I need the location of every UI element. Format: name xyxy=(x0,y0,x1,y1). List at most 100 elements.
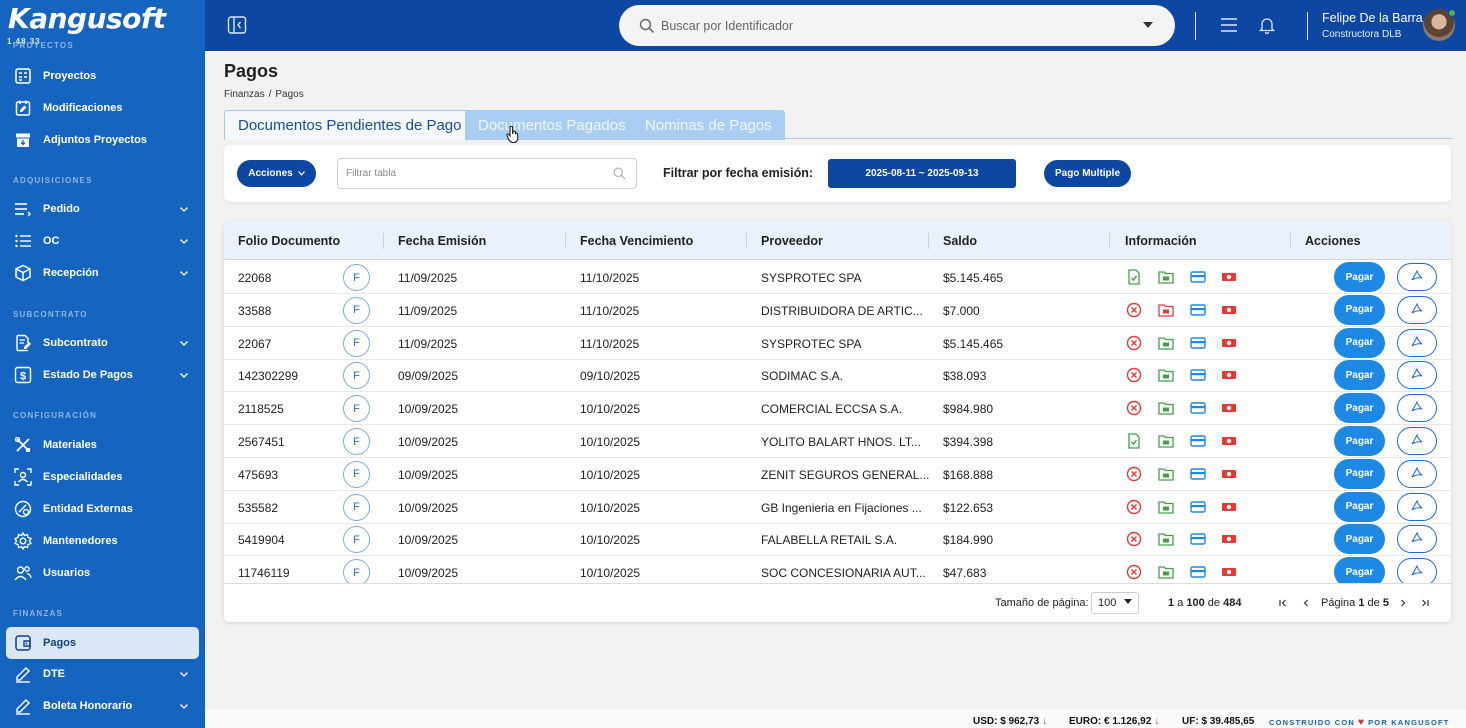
credit-card-icon[interactable] xyxy=(1190,335,1206,351)
invoice-type-badge[interactable]: F xyxy=(343,460,370,488)
column-header-proveedor[interactable]: Proveedor xyxy=(761,234,823,248)
x-circle-icon[interactable] xyxy=(1126,564,1142,580)
first-page-icon[interactable] xyxy=(1276,596,1290,610)
table-row[interactable]: 2118525 F 10/09/2025 10/10/2025 COMERCIAL EC… xyxy=(224,392,1451,426)
pdf-button[interactable] xyxy=(1397,263,1437,291)
cash-icon[interactable] xyxy=(1221,531,1237,547)
credit-card-icon[interactable] xyxy=(1190,269,1206,285)
tab-nominas[interactable]: Nominas de Pagos xyxy=(632,110,785,140)
table-row[interactable]: 2567451 F 10/09/2025 10/10/2025 YOLITO BALAR… xyxy=(224,425,1451,458)
user-name[interactable]: Felipe De la Barra xyxy=(1322,11,1423,25)
previous-page-icon[interactable] xyxy=(1299,596,1313,610)
column-divider[interactable] xyxy=(565,233,566,249)
credit-card-icon[interactable] xyxy=(1190,531,1206,547)
folder-icon[interactable] xyxy=(1158,269,1174,285)
credit-card-icon[interactable] xyxy=(1190,564,1206,580)
sidebar-item-subcontrato[interactable]: Subcontrato xyxy=(6,327,199,359)
table-row[interactable]: 33588 F 11/09/2025 11/10/2025 DISTRIBUIDORA … xyxy=(224,294,1451,327)
pay-button[interactable]: Pagar xyxy=(1334,491,1385,522)
invoice-type-badge[interactable]: F xyxy=(343,526,370,554)
credit-card-icon[interactable] xyxy=(1190,433,1206,449)
x-circle-icon[interactable] xyxy=(1126,335,1142,351)
pdf-button[interactable] xyxy=(1397,492,1437,521)
column-divider[interactable] xyxy=(383,233,384,249)
cash-icon[interactable] xyxy=(1221,335,1237,351)
credit-card-icon[interactable] xyxy=(1190,466,1206,482)
cash-icon[interactable] xyxy=(1221,499,1237,515)
sidebar-item-adjuntos-proyectos[interactable]: Adjuntos Proyectos xyxy=(6,124,199,156)
sidebar-item-boleta-honorario[interactable]: Boleta Honorario xyxy=(6,690,199,722)
pay-button[interactable]: Pagar xyxy=(1334,524,1385,555)
pdf-button[interactable] xyxy=(1397,394,1437,423)
pay-button[interactable]: Pagar xyxy=(1334,262,1385,292)
sidebar-item-modificaciones[interactable]: Modificaciones xyxy=(6,92,199,124)
sidebar-item-usuarios[interactable]: Usuarios xyxy=(6,557,199,589)
credit-card-icon[interactable] xyxy=(1190,400,1206,416)
date-range-picker[interactable]: 2025-08-11 ~ 2025-09-13 xyxy=(828,159,1016,188)
chevron-down-icon[interactable] xyxy=(177,238,191,244)
credit-card-icon[interactable] xyxy=(1190,499,1206,515)
invoice-type-badge[interactable]: F xyxy=(343,362,370,390)
pay-button[interactable]: Pagar xyxy=(1334,327,1385,358)
pdf-button[interactable] xyxy=(1397,295,1437,324)
invoice-type-badge[interactable]: F xyxy=(343,296,370,324)
chevron-down-icon[interactable] xyxy=(177,671,191,677)
chevron-down-icon[interactable] xyxy=(177,703,191,709)
pay-button[interactable]: Pagar xyxy=(1334,557,1385,583)
pay-button[interactable]: Pagar xyxy=(1334,393,1385,424)
tab-pagados[interactable]: Documentos Pagados xyxy=(465,110,639,140)
sidebar-item-materiales[interactable]: Materiales xyxy=(6,429,199,461)
sidebar-item-dte[interactable]: DTE xyxy=(6,658,199,690)
cash-icon[interactable] xyxy=(1221,433,1237,449)
invoice-type-badge[interactable]: F xyxy=(343,493,370,521)
pdf-button[interactable] xyxy=(1397,525,1437,554)
column-header-acciones[interactable]: Acciones xyxy=(1305,234,1361,248)
credit-card-icon[interactable] xyxy=(1190,302,1206,318)
tab-pendientes[interactable]: Documentos Pendientes de Pago xyxy=(224,110,476,140)
x-circle-icon[interactable] xyxy=(1126,499,1142,515)
x-circle-icon[interactable] xyxy=(1126,367,1142,383)
table-row[interactable]: 5419904 F 10/09/2025 10/10/2025 FALABELLA RE… xyxy=(224,523,1451,557)
cash-icon[interactable] xyxy=(1221,367,1237,383)
next-page-icon[interactable] xyxy=(1396,596,1410,610)
chevron-down-icon[interactable] xyxy=(177,270,191,276)
cash-icon[interactable] xyxy=(1221,269,1237,285)
invoice-type-badge[interactable]: F xyxy=(343,395,370,423)
sidebar-toggle-icon[interactable] xyxy=(227,15,247,35)
sidebar-item-pedido[interactable]: Pedido xyxy=(6,193,199,225)
table-row[interactable]: 11746119 F 10/09/2025 10/10/2025 SOC CONCESI… xyxy=(224,556,1451,583)
x-circle-icon[interactable] xyxy=(1126,400,1142,416)
multi-pay-button[interactable]: Pago Multiple xyxy=(1044,160,1131,187)
pdf-button[interactable] xyxy=(1397,361,1437,390)
folder-icon[interactable] xyxy=(1158,499,1174,515)
sidebar-item-recepci-n[interactable]: Recepción xyxy=(6,257,199,289)
cash-icon[interactable] xyxy=(1221,302,1237,318)
column-divider[interactable] xyxy=(928,233,929,249)
pay-button[interactable]: Pagar xyxy=(1334,360,1385,391)
column-divider[interactable] xyxy=(746,233,747,249)
column-divider[interactable] xyxy=(1109,233,1110,249)
folder-icon[interactable] xyxy=(1158,466,1174,482)
x-circle-icon[interactable] xyxy=(1126,302,1142,318)
invoice-type-badge[interactable]: F xyxy=(343,428,370,455)
table-row[interactable]: 475693 F 10/09/2025 10/10/2025 ZENIT SEGUROS… xyxy=(224,458,1451,491)
pdf-button[interactable] xyxy=(1397,328,1437,357)
chevron-down-icon[interactable] xyxy=(177,340,191,346)
folder-icon[interactable] xyxy=(1158,400,1174,416)
pdf-button[interactable] xyxy=(1397,558,1437,583)
table-row[interactable]: 22068 F 11/09/2025 11/10/2025 SYSPROTEC SPA $… xyxy=(224,261,1451,294)
global-search[interactable] xyxy=(619,5,1175,46)
folder-icon[interactable] xyxy=(1158,531,1174,547)
folder-icon[interactable] xyxy=(1158,367,1174,383)
pay-button[interactable]: Pagar xyxy=(1334,426,1385,456)
invoice-type-badge[interactable]: F xyxy=(343,264,370,291)
credit-card-icon[interactable] xyxy=(1190,367,1206,383)
chevron-down-icon[interactable] xyxy=(177,372,191,378)
cash-icon[interactable] xyxy=(1221,400,1237,416)
column-header-folio[interactable]: Folio Documento xyxy=(238,234,341,248)
table-row[interactable]: 142302299 F 09/09/2025 09/10/2025 SODIMAC S.… xyxy=(224,359,1451,393)
table-filter-input[interactable] xyxy=(346,168,601,179)
cash-icon[interactable] xyxy=(1221,466,1237,482)
chevron-down-icon[interactable] xyxy=(177,206,191,212)
sidebar-item-especialidades[interactable]: Especialidades xyxy=(6,461,199,493)
